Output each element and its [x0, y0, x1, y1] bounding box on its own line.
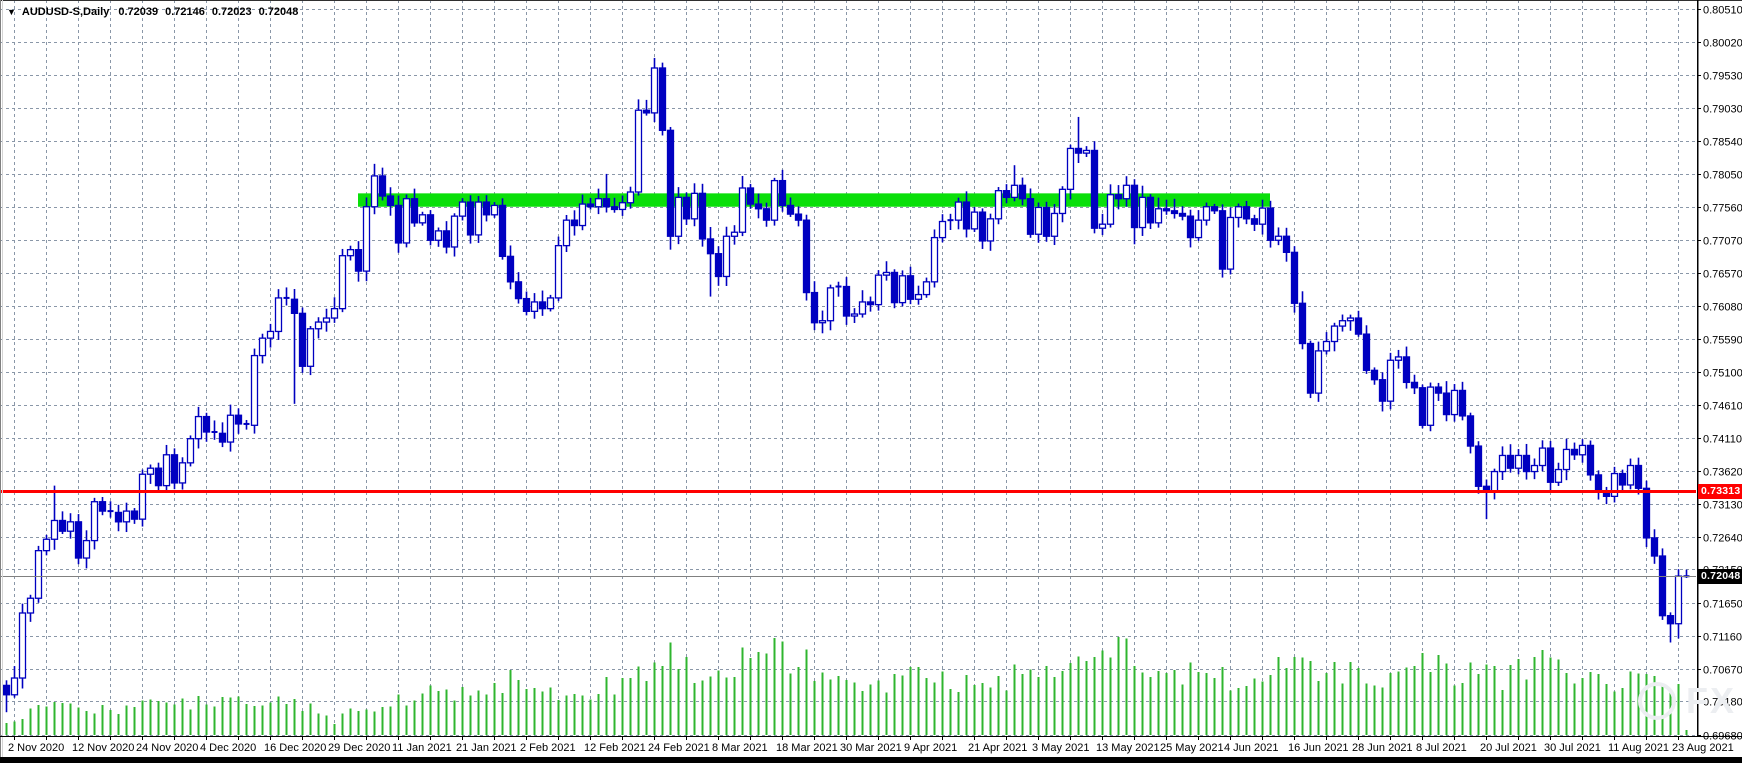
vertical-gridlines: [14, 0, 1679, 740]
svg-text:0.74110: 0.74110: [1703, 434, 1742, 446]
svg-text:20 Jul 2021: 20 Jul 2021: [1480, 742, 1537, 754]
close-value: 0.72048: [258, 6, 299, 18]
time-axis[interactable]: [0, 737, 1742, 756]
high-value: 0.72146: [165, 6, 205, 18]
svg-text:2 Feb 2021: 2 Feb 2021: [520, 742, 576, 754]
chart-title-bar: ▼ AUDUSD-S,Daily 0.72039 0.72146 0.72023…: [7, 5, 305, 19]
svg-text:0.76080: 0.76080: [1703, 302, 1742, 314]
svg-text:0.79030: 0.79030: [1703, 104, 1742, 116]
low-value: 0.72023: [211, 6, 252, 18]
svg-text:0.72640: 0.72640: [1703, 533, 1742, 545]
horizontal-gridlines: [0, 9, 1696, 736]
svg-text:0.73130: 0.73130: [1703, 500, 1742, 512]
svg-text:0.70670: 0.70670: [1703, 665, 1742, 677]
svg-text:8 Mar 2021: 8 Mar 2021: [712, 742, 768, 754]
svg-text:16 Dec 2020: 16 Dec 2020: [264, 742, 326, 754]
svg-text:25 May 2021: 25 May 2021: [1160, 742, 1224, 754]
svg-text:0.80510: 0.80510: [1703, 5, 1742, 17]
svg-text:21 Apr 2021: 21 Apr 2021: [968, 742, 1027, 754]
svg-text:3 May 2021: 3 May 2021: [1032, 742, 1089, 754]
svg-text:30 Mar 2021: 30 Mar 2021: [840, 742, 902, 754]
svg-text:0.77070: 0.77070: [1703, 236, 1742, 248]
current-price-tag: 0.72048: [1698, 569, 1742, 584]
svg-text:11 Aug 2021: 11 Aug 2021: [1608, 742, 1669, 754]
svg-text:21 Jan 2021: 21 Jan 2021: [456, 742, 517, 754]
svg-text:4 Dec 2020: 4 Dec 2020: [200, 742, 256, 754]
svg-text:0.76570: 0.76570: [1703, 269, 1742, 281]
svg-text:0.80020: 0.80020: [1703, 38, 1742, 50]
svg-text:0.75590: 0.75590: [1703, 335, 1742, 347]
svg-text:18 Mar 2021: 18 Mar 2021: [776, 742, 838, 754]
resistance-zone-band: [358, 193, 1270, 207]
price-axis[interactable]: [1697, 0, 1742, 736]
svg-text:30 Jul 2021: 30 Jul 2021: [1544, 742, 1601, 754]
svg-text:8 Jul 2021: 8 Jul 2021: [1416, 742, 1467, 754]
svg-text:0.77560: 0.77560: [1703, 203, 1742, 215]
svg-text:29 Dec 2020: 29 Dec 2020: [328, 742, 390, 754]
svg-text:0.73620: 0.73620: [1703, 467, 1742, 479]
svg-text:0.74610: 0.74610: [1703, 401, 1742, 413]
svg-text:16 Jun 2021: 16 Jun 2021: [1288, 742, 1349, 754]
svg-text:0.70180: 0.70180: [1703, 697, 1742, 709]
svg-text:4 Jun 2021: 4 Jun 2021: [1224, 742, 1278, 754]
ohlc-collapse-arrow-icon[interactable]: ▼: [7, 7, 16, 17]
resistance-price-tag: 0.73313: [1698, 484, 1742, 499]
open-value: 0.72039: [118, 6, 159, 18]
watermark-logo-icon: [1637, 682, 1676, 720]
symbol-period-label: AUDUSD-S,Daily: [21, 6, 110, 18]
svg-text:12 Nov 2020: 12 Nov 2020: [72, 742, 134, 754]
svg-text:11 Jan 2021: 11 Jan 2021: [392, 742, 452, 754]
svg-text:2 Nov 2020: 2 Nov 2020: [8, 742, 64, 754]
svg-text:0.78050: 0.78050: [1703, 170, 1742, 182]
svg-text:0.71650: 0.71650: [1703, 599, 1742, 611]
svg-text:28 Jun 2021: 28 Jun 2021: [1352, 742, 1413, 754]
volume-bars: [5, 636, 1688, 735]
price-axis-labels: 0.80510 0.80020 0.79530 0.79030 0.78540 0.780…: [1697, 5, 1742, 743]
svg-text:23 Aug 2021: 23 Aug 2021: [1672, 742, 1734, 754]
svg-text:24 Nov 2020: 24 Nov 2020: [136, 742, 198, 754]
watermark-text: FX: [1685, 680, 1736, 721]
svg-text:0.75100: 0.75100: [1703, 368, 1742, 380]
svg-text:0.71160: 0.71160: [1703, 632, 1742, 644]
broker-watermark: FX: [1637, 680, 1736, 722]
date-axis-labels: 2 Nov 2020 12 Nov 2020 24 Nov 2020 4 Dec 20…: [8, 742, 1734, 754]
bottom-status-bar: [0, 757, 1742, 763]
svg-text:0.79530: 0.79530: [1703, 71, 1742, 83]
svg-text:24 Feb 2021: 24 Feb 2021: [648, 742, 710, 754]
svg-text:0.78540: 0.78540: [1703, 137, 1742, 149]
svg-text:9 Apr 2021: 9 Apr 2021: [904, 742, 957, 754]
candles: [2, 57, 1690, 713]
svg-text:12 Feb 2021: 12 Feb 2021: [584, 742, 646, 754]
svg-text:13 May 2021: 13 May 2021: [1096, 742, 1160, 754]
